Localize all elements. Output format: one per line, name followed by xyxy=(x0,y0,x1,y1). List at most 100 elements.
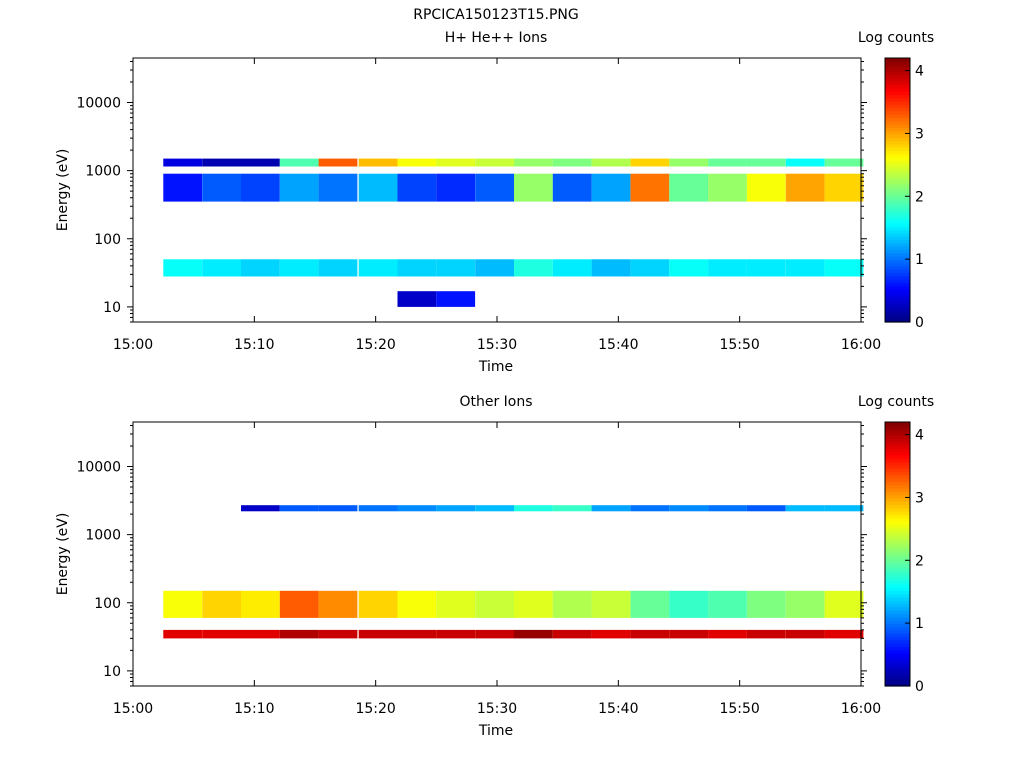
colorbar-swatch xyxy=(885,676,910,680)
colorbar-swatch xyxy=(885,682,910,687)
heatmap-cell xyxy=(552,259,592,277)
heatmap-cell xyxy=(708,590,747,618)
heatmap-cell xyxy=(746,158,786,167)
colorbar-swatch xyxy=(885,219,910,224)
heatmap-cell xyxy=(475,158,514,167)
heatmap-cell xyxy=(279,158,319,167)
heatmap-cell xyxy=(279,259,319,277)
heatmap-cell xyxy=(669,158,709,167)
colorbar-swatch xyxy=(885,583,910,588)
heatmap-cell xyxy=(202,173,241,202)
colorbar-swatch xyxy=(885,438,910,443)
heatmap-cell xyxy=(552,173,592,202)
heatmap-cell xyxy=(746,259,786,277)
heatmap-cell xyxy=(708,158,747,167)
heatmap-cell xyxy=(591,158,631,167)
heatmap-cell xyxy=(241,173,280,202)
colorbar-swatch xyxy=(885,461,910,466)
colorbar-swatch xyxy=(885,471,910,476)
y-axis-label: Energy (eV) xyxy=(55,149,71,232)
colorbar-swatch xyxy=(885,425,910,430)
heatmap-cell xyxy=(436,505,476,512)
heatmap-cell xyxy=(708,173,747,202)
heatmap-cell xyxy=(824,158,864,167)
colorbar-swatch xyxy=(885,272,910,277)
colorbar-swatch xyxy=(885,285,910,290)
heatmap-cell xyxy=(475,629,514,639)
colorbar-swatch xyxy=(885,596,910,601)
heatmap-cell xyxy=(630,505,670,512)
heatmap-cell xyxy=(241,505,280,512)
y-axis-label: Energy (eV) xyxy=(55,513,71,596)
colorbar-swatch xyxy=(885,249,910,254)
heatmap-cell xyxy=(708,629,747,639)
colorbar-swatch xyxy=(885,67,910,72)
spectrogram-panel-h-he-ions: H+ He++ Ions Energy (eV) Time Log counts… xyxy=(55,30,934,375)
colorbar-swatch xyxy=(885,170,910,175)
heatmap-cell xyxy=(475,590,514,618)
heatmap-cell xyxy=(514,505,553,512)
heatmap-cell xyxy=(824,590,864,618)
colorbar-swatch xyxy=(885,666,910,671)
heatmap-cell xyxy=(358,259,398,277)
heatmap-cell xyxy=(318,590,358,618)
colorbar-swatch xyxy=(885,445,910,449)
heatmap-cell xyxy=(202,158,241,167)
colorbar-tick-label: 1 xyxy=(915,616,924,632)
colorbar-swatch xyxy=(885,107,910,112)
colorbar-swatch xyxy=(885,620,910,624)
colorbar-swatch xyxy=(885,157,910,161)
colorbar-tick-label: 4 xyxy=(915,428,924,444)
colorbar-swatch xyxy=(885,318,910,323)
heatmap-cell xyxy=(358,629,398,639)
colorbar-swatch xyxy=(885,448,910,453)
colorbar-swatch xyxy=(885,180,910,184)
x-tick-label: 15:40 xyxy=(598,337,638,353)
colorbar-swatch xyxy=(885,84,910,89)
colorbar: 0 1 2 3 4 xyxy=(884,57,924,331)
colorbar-swatch xyxy=(885,679,910,684)
colorbar-swatch xyxy=(885,435,910,440)
colorbar-swatch xyxy=(885,590,910,595)
colorbar-swatch xyxy=(885,603,910,608)
colorbar-swatch xyxy=(885,312,910,316)
heatmap-cell xyxy=(591,173,631,202)
colorbar-swatch xyxy=(885,206,910,211)
x-tick-label: 15:30 xyxy=(477,337,517,353)
colorbar-swatch xyxy=(885,653,910,657)
heatmap-cell xyxy=(785,173,825,202)
colorbar-swatch xyxy=(885,81,910,85)
x-tick-label: 15:10 xyxy=(234,337,274,353)
colorbar-swatch xyxy=(885,494,910,499)
x-tick-label: 15:20 xyxy=(355,337,395,353)
colorbar-swatch xyxy=(885,544,910,548)
colorbar-swatch xyxy=(885,176,910,181)
colorbar-swatch xyxy=(885,315,910,320)
colorbar-swatch xyxy=(885,626,910,631)
heatmap-cells xyxy=(163,158,864,307)
colorbar-swatch xyxy=(885,649,910,654)
colorbar-swatch xyxy=(885,239,910,244)
colorbar-swatch xyxy=(885,124,910,128)
heatmap-cell xyxy=(318,158,358,167)
colorbar-swatch xyxy=(885,104,910,109)
colorbar-swatch xyxy=(885,120,910,125)
x-tick-label: 16:00 xyxy=(841,701,881,717)
colorbar-swatch xyxy=(885,633,910,638)
colorbar-swatch xyxy=(885,199,910,204)
heatmap-cell xyxy=(630,259,670,277)
colorbar-swatch xyxy=(885,550,910,555)
colorbar-swatch xyxy=(885,305,910,310)
colorbar-swatch xyxy=(885,137,910,142)
colorbar-swatch xyxy=(885,133,910,138)
heatmap-cell xyxy=(630,158,670,167)
heatmap-cell xyxy=(514,629,553,639)
heatmap-cell xyxy=(552,629,592,639)
colorbar-swatch xyxy=(885,672,910,677)
heatmap-cell xyxy=(669,173,709,202)
heatmap-cell xyxy=(318,173,358,202)
colorbar-swatch xyxy=(885,87,910,92)
colorbar-swatch xyxy=(885,524,910,529)
heatmap-cell xyxy=(163,158,203,167)
heatmap-cell xyxy=(397,590,437,618)
